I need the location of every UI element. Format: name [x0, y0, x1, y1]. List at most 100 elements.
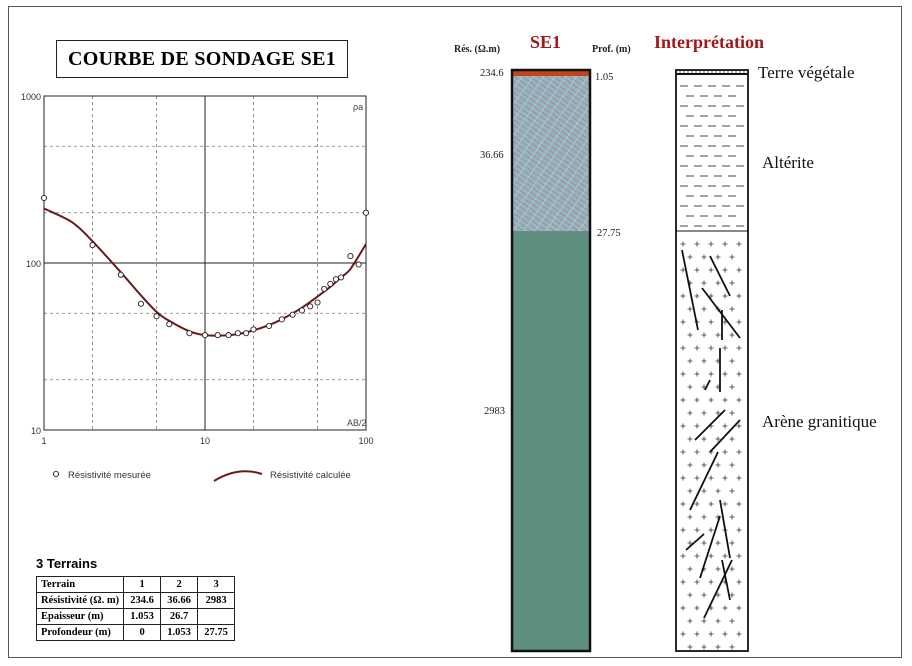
fracture-line [699, 515, 721, 579]
arene-plus [680, 501, 686, 507]
arene-plus [680, 267, 686, 273]
arene-plus [722, 241, 728, 247]
measured-point [117, 271, 124, 278]
terre-vegetale-dot [699, 71, 701, 73]
arene-plus [694, 527, 700, 533]
interpretation-column [679, 71, 745, 650]
measured-point [347, 253, 354, 260]
arene-plus [736, 579, 742, 585]
chart-grid [44, 96, 366, 430]
terre-vegetale-dot [715, 71, 717, 73]
arene-plus [701, 254, 707, 260]
table-cell: Résistivité (Ω. m) [35, 592, 125, 609]
arene-plus [715, 540, 721, 546]
arene-plus [708, 579, 714, 585]
fracture-line [703, 559, 733, 619]
arene-plus [736, 423, 742, 429]
arene-layer-fill [512, 231, 590, 651]
arene-plus [736, 553, 742, 559]
terrains-title: 3 Terrains [36, 556, 98, 571]
arene-plus [694, 293, 700, 299]
arene-plus [680, 423, 686, 429]
arene-plus [708, 345, 714, 351]
arene-plus [736, 475, 742, 481]
arene-plus [715, 280, 721, 286]
se1-title: SE1 [530, 32, 561, 52]
measured-point [332, 276, 339, 283]
table-row: Terrain 1 2 3 [35, 576, 236, 593]
x-tick-label: 1 [41, 436, 46, 446]
arene-plus [708, 475, 714, 481]
arene-plus [687, 332, 693, 338]
arene-plus [729, 462, 735, 468]
arene-plus [715, 332, 721, 338]
measured-point [355, 261, 362, 268]
arene-plus [701, 306, 707, 312]
arene-plus [680, 527, 686, 533]
arene-plus [708, 631, 714, 637]
arene-plus [708, 501, 714, 507]
arene-plus [715, 462, 721, 468]
arene-plus [729, 488, 735, 494]
arene-plus [729, 514, 735, 520]
terre-vegetale-dot [735, 71, 737, 73]
arene-plus [736, 397, 742, 403]
interpretation-header: Interprétation [654, 32, 764, 52]
measured-point [89, 242, 96, 249]
arene-plus [694, 267, 700, 273]
arene-plus [687, 384, 693, 390]
table-cell: 26.7 [160, 608, 199, 625]
arene-plus [708, 267, 714, 273]
table-cell: 27.75 [197, 624, 236, 641]
y-tick-label: 100 [26, 259, 41, 269]
arene-plus [736, 267, 742, 273]
arene-plus [680, 293, 686, 299]
measured-point [40, 194, 48, 202]
arene-plus [680, 319, 686, 325]
arene-plus [687, 618, 693, 624]
measured-points [40, 194, 370, 339]
arene-plus [708, 241, 714, 247]
arene-plus [694, 501, 700, 507]
x-tick-label: 10 [200, 436, 210, 446]
arene-plus [680, 371, 686, 377]
arene-plus [715, 410, 721, 416]
arene-plus [680, 553, 686, 559]
prof-header: Prof. (m) [592, 44, 631, 55]
table-header-cell: 2 [160, 576, 199, 593]
res-header: Rés. (Ω.m) [454, 44, 500, 55]
ab2-label: AB/2 [347, 418, 367, 428]
arene-plus [701, 462, 707, 468]
arene-plus [687, 462, 693, 468]
alterite-layer-fill [512, 76, 590, 231]
arene-plus [722, 501, 728, 507]
arene-plus [687, 436, 693, 442]
arene-plus [729, 280, 735, 286]
terre-vegetale-dot [683, 71, 685, 73]
arene-plus [715, 488, 721, 494]
arene-plus [680, 241, 686, 247]
table-cell: Epaisseur (m) [35, 608, 125, 625]
arene-plus [715, 592, 721, 598]
arene-plus [722, 319, 728, 325]
measured-point [321, 285, 328, 292]
terre-vegetale-dot [711, 71, 713, 73]
arene-plus [694, 423, 700, 429]
fracture-line [685, 533, 705, 551]
rho-a-label: ρa [353, 102, 363, 112]
arene-plus [729, 358, 735, 364]
arene-plus [701, 514, 707, 520]
fracture-line [701, 287, 741, 339]
arene-plus [694, 605, 700, 611]
terre-vegetale-dot [743, 71, 745, 73]
arene-plus [680, 605, 686, 611]
arene-plus [701, 644, 707, 650]
arene-plus [680, 449, 686, 455]
arene-plus [701, 540, 707, 546]
terre-vegetale-dot [707, 71, 709, 73]
terre-vegetale-dot [727, 71, 729, 73]
arene-plus [708, 553, 714, 559]
layer2-depth: 27.75 [597, 228, 621, 239]
figure-frame [8, 6, 902, 658]
table-row: Profondeur (m) 0 1.053 27.75 [35, 624, 236, 641]
